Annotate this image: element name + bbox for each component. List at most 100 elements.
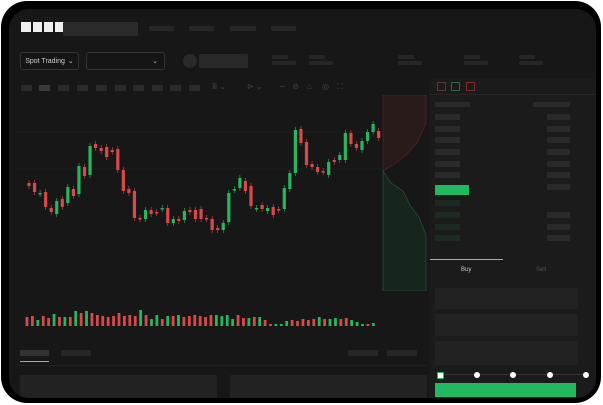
slider-step[interactable] bbox=[582, 372, 589, 378]
slider-step[interactable] bbox=[437, 372, 444, 379]
candle bbox=[293, 130, 297, 173]
pair-dropdown[interactable]: ⌄ bbox=[86, 52, 165, 70]
volume-bar bbox=[31, 316, 34, 326]
okx-logo[interactable] bbox=[21, 22, 65, 32]
volume-bar bbox=[198, 316, 202, 326]
line-icon[interactable]: ∼ bbox=[279, 82, 286, 91]
timeframe-button[interactable] bbox=[152, 85, 163, 91]
order-book-header bbox=[533, 102, 570, 107]
candle bbox=[205, 218, 209, 220]
volume-bar bbox=[366, 324, 370, 326]
filter-button[interactable] bbox=[387, 350, 417, 356]
indicator-icon[interactable]: ⊳ ⌄ bbox=[247, 82, 263, 91]
nav-item[interactable] bbox=[149, 26, 174, 31]
candle bbox=[171, 219, 175, 223]
candle bbox=[127, 189, 131, 193]
volume-bar bbox=[312, 319, 316, 326]
volume-bar bbox=[339, 319, 343, 326]
buy-button[interactable] bbox=[435, 383, 576, 397]
candlestick-chart[interactable] bbox=[17, 95, 382, 335]
volume-bar bbox=[236, 315, 240, 326]
slider-step[interactable] bbox=[547, 372, 554, 378]
candle bbox=[88, 146, 92, 175]
search-bar[interactable] bbox=[63, 22, 138, 36]
stat bbox=[464, 55, 480, 59]
candle bbox=[227, 193, 231, 222]
candle bbox=[254, 208, 259, 210]
divider bbox=[429, 94, 596, 95]
candle bbox=[121, 170, 125, 191]
candle bbox=[149, 210, 153, 214]
timeframe-button[interactable] bbox=[21, 85, 32, 91]
candle bbox=[105, 147, 109, 157]
ask-size bbox=[547, 149, 570, 155]
candle bbox=[321, 171, 325, 173]
slider-step[interactable] bbox=[473, 372, 480, 378]
pair-price bbox=[199, 54, 248, 68]
slider-step[interactable] bbox=[510, 372, 517, 378]
order-book-both-icon[interactable] bbox=[437, 82, 446, 91]
candle bbox=[160, 208, 164, 210]
fullscreen-icon[interactable]: ⛶ bbox=[337, 82, 343, 91]
total-input[interactable] bbox=[435, 341, 578, 365]
camera-icon[interactable]: ⌂ bbox=[307, 82, 312, 91]
candle bbox=[299, 129, 303, 143]
volume-bar bbox=[95, 315, 99, 326]
volume-bar bbox=[171, 316, 175, 326]
tab-open-orders[interactable] bbox=[20, 350, 49, 356]
price-input[interactable] bbox=[435, 288, 578, 309]
filter-button[interactable] bbox=[348, 350, 378, 356]
volume-bar bbox=[177, 315, 180, 326]
ask-price bbox=[435, 161, 460, 167]
candle bbox=[116, 149, 120, 170]
chart-type-icon[interactable]: ⅲ ⌄ bbox=[212, 82, 227, 91]
amount-input[interactable] bbox=[435, 314, 578, 336]
candle bbox=[60, 199, 64, 207]
candle bbox=[271, 207, 275, 215]
volume-bar bbox=[214, 315, 218, 326]
nav-item[interactable] bbox=[230, 26, 256, 31]
candle bbox=[55, 201, 59, 214]
spot-trading-dropdown[interactable]: Spot Trading ⌄ bbox=[20, 52, 79, 70]
stat bbox=[398, 61, 422, 65]
trade-tab-indicator bbox=[430, 259, 503, 260]
timeframe-button[interactable] bbox=[115, 85, 126, 91]
order-book-asks-icon[interactable] bbox=[466, 82, 475, 91]
ask-price bbox=[435, 126, 460, 132]
volume-bar bbox=[296, 321, 299, 326]
ask-price bbox=[435, 114, 460, 120]
timeframe-button[interactable] bbox=[77, 85, 88, 91]
settings-icon[interactable]: ◎ bbox=[322, 82, 329, 91]
nav-item[interactable] bbox=[189, 26, 214, 31]
timeframe-button[interactable] bbox=[189, 85, 200, 91]
timeframe-button[interactable] bbox=[170, 85, 181, 91]
volume-bar bbox=[323, 319, 327, 326]
candle bbox=[354, 144, 359, 148]
timeframe-button[interactable] bbox=[96, 85, 107, 91]
volume-bar bbox=[155, 315, 159, 326]
timeframe-button[interactable] bbox=[133, 85, 144, 91]
candle bbox=[66, 187, 70, 203]
timeframe-button[interactable] bbox=[39, 85, 50, 91]
timeframe-button[interactable] bbox=[58, 85, 69, 91]
candle bbox=[282, 188, 286, 209]
stat bbox=[272, 61, 296, 65]
volume-bar bbox=[144, 315, 148, 326]
candle bbox=[82, 167, 87, 176]
volume-bar bbox=[79, 313, 83, 326]
tab-buy[interactable]: Buy bbox=[461, 267, 472, 273]
volume-bar bbox=[74, 311, 78, 326]
nav-item[interactable] bbox=[271, 26, 296, 31]
candle bbox=[266, 208, 270, 211]
volume-bar bbox=[301, 319, 305, 326]
order-book-bids-icon[interactable] bbox=[451, 82, 460, 91]
tab-sell[interactable]: Sell bbox=[536, 267, 547, 273]
candle bbox=[32, 183, 37, 192]
candle bbox=[99, 148, 103, 151]
candle bbox=[327, 162, 331, 175]
candle bbox=[338, 155, 342, 160]
ask-price bbox=[435, 137, 460, 143]
tab-order-history[interactable] bbox=[61, 350, 91, 356]
draw-icon[interactable]: ⊘ bbox=[292, 82, 299, 91]
